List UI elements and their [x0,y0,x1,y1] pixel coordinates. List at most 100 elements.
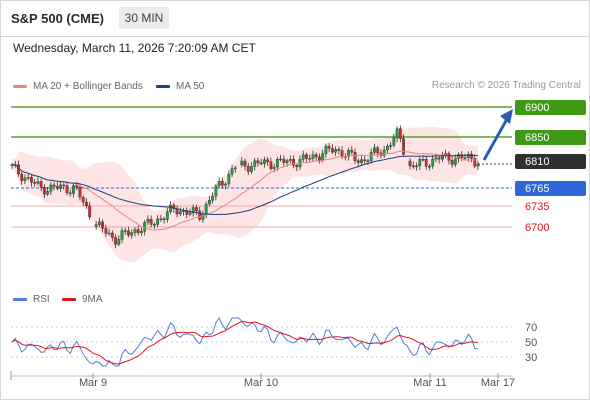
candle-body [366,160,370,162]
candle-body [466,153,470,158]
candle-body [188,212,192,215]
candle-body [457,154,460,159]
candle-body [360,159,363,163]
legend-ma50[interactable]: MA 50 [156,81,204,92]
candle-body [30,176,33,183]
forecast-arrow-head [500,109,513,124]
candle-body [418,159,422,167]
candle-body [340,150,344,157]
candle-body [314,154,318,158]
level-badge-6850 [515,130,586,145]
level-label-6700: 6700 [525,222,549,234]
candle-body [78,187,82,198]
candle-body [398,128,402,139]
candle-body [114,237,117,245]
candle-body [473,158,477,167]
candle-body [123,230,127,232]
ma50-swatch [156,84,170,88]
candle-body [324,145,328,154]
candle-body [94,224,98,227]
timestamp: Wednesday, March 11, 2026 7:20:09 AM CET [13,41,256,55]
forecast-arrow-shaft [482,118,509,161]
candle-body [72,185,75,194]
candle-body [55,186,59,189]
level-label-6900: 6900 [525,102,549,114]
candle-body [204,203,208,215]
candle-body [52,184,56,187]
rsi-panel: 70 50 30 [11,316,537,367]
candle-body [424,159,428,167]
candle-body [259,162,263,165]
candle-body [385,145,389,151]
candle-body [85,201,88,207]
candle-body [408,160,412,166]
candle-body [353,152,357,161]
candle-body [250,166,253,172]
candle-body [191,207,195,214]
candle-body [143,221,147,232]
legend-rsi[interactable]: RSI [13,294,50,305]
candle-body [470,153,473,159]
candle-body [363,159,367,162]
candle-body [68,192,72,195]
rsi-9ma-line [11,320,479,365]
rsi-tick-50: 50 [525,337,537,349]
candle-body [127,230,130,236]
level-label-6850: 6850 [525,132,549,144]
candle-body [311,154,315,159]
candle-body [159,218,163,221]
candle-body [431,158,435,167]
candle-body [42,187,46,195]
legend-ma20-label: MA 20 + Bollinger Bands [33,81,143,92]
ma20-line [12,150,479,231]
candle-body [308,158,312,160]
candle-body [65,185,69,194]
candle-body [81,197,85,203]
candle-body [120,230,124,240]
candle-body [233,167,237,170]
rsi-tick-30: 30 [525,352,537,364]
candle-body [292,159,295,166]
candle-body [217,181,221,187]
forecast [478,109,513,165]
candle-body [240,160,244,166]
bollinger-band [12,127,478,263]
candle-body [301,154,305,160]
candle-body [447,153,451,161]
candle-body [263,159,266,164]
candle-body [428,166,431,168]
candle-body [117,239,121,245]
candle-body [305,154,308,159]
ma50-line [12,154,479,215]
candle-body [59,184,62,189]
legend-9ma[interactable]: 9MA [62,294,103,305]
chart-header: S&P 500 (CME) 30 MIN [0,0,590,37]
candle-body [230,168,234,175]
candle-body [224,183,227,186]
rsi-tick-70: 70 [525,322,537,334]
candle-body [347,150,350,157]
copyright: Research © 2026 Trading Central [431,80,581,91]
candle-body [327,145,331,149]
x-tick-label: Mar 11 [413,377,446,389]
timeframe-button[interactable]: 30 MIN [119,7,169,29]
candle-body [149,218,153,225]
legend-ma20[interactable]: MA 20 + Bollinger Bands [13,81,143,92]
candle-body [243,160,247,167]
candle-body [172,204,176,209]
candle-body [369,152,373,161]
candle-body [75,185,79,188]
candle-body [23,177,27,181]
candle-body [88,205,92,218]
candle-body [321,153,325,161]
candle-body [337,149,341,151]
candle-body [460,154,464,158]
candle-body [36,181,40,184]
candle-body [46,191,49,195]
candle-body [175,208,179,215]
candle-body [208,200,211,205]
x-axis: Mar 9 Mar 10 Mar 11 Mar 17 [10,371,515,389]
legend-rsi-label: RSI [33,294,50,305]
candle-body [101,221,105,229]
